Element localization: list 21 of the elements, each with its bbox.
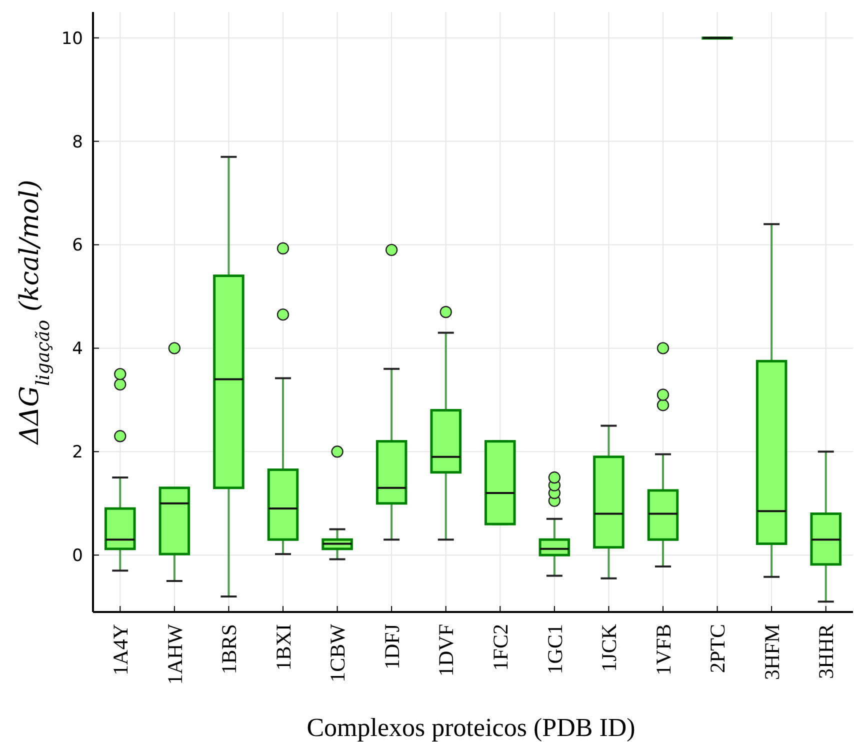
y-tick-label: 6 [72,236,83,256]
x-tick-label: 1FC2 [488,624,512,671]
x-tick-label: 1AHW [162,624,187,685]
x-tick-label: 2PTC [706,624,730,674]
x-axis-title: Complexos proteicos (PDB ID) [306,713,636,742]
x-tick-label: 1GC1 [542,624,567,674]
x-tick-label: 1CBW [326,624,350,682]
x-tick-label: 1VFB [651,624,676,676]
x-tick-label: 3HHR [814,624,838,679]
y-tick-label: 0 [72,546,83,566]
y-tick-label: 2 [72,442,83,463]
x-tick-label: 1DVF [434,624,458,677]
y-tick-label: 10 [61,28,83,49]
x-tick-label: 1BRS [217,624,242,674]
x-tick-label: 1DFJ [380,624,404,670]
x-tick-label: 1JCK [597,624,622,672]
y-tick-label: 4 [72,339,83,360]
x-tick-label: 3HFM [760,624,784,680]
x-tick-label: 1A4Y [108,624,132,676]
x-tick-label: 1BXI [271,624,296,671]
y-tick-label: 8 [72,132,83,152]
